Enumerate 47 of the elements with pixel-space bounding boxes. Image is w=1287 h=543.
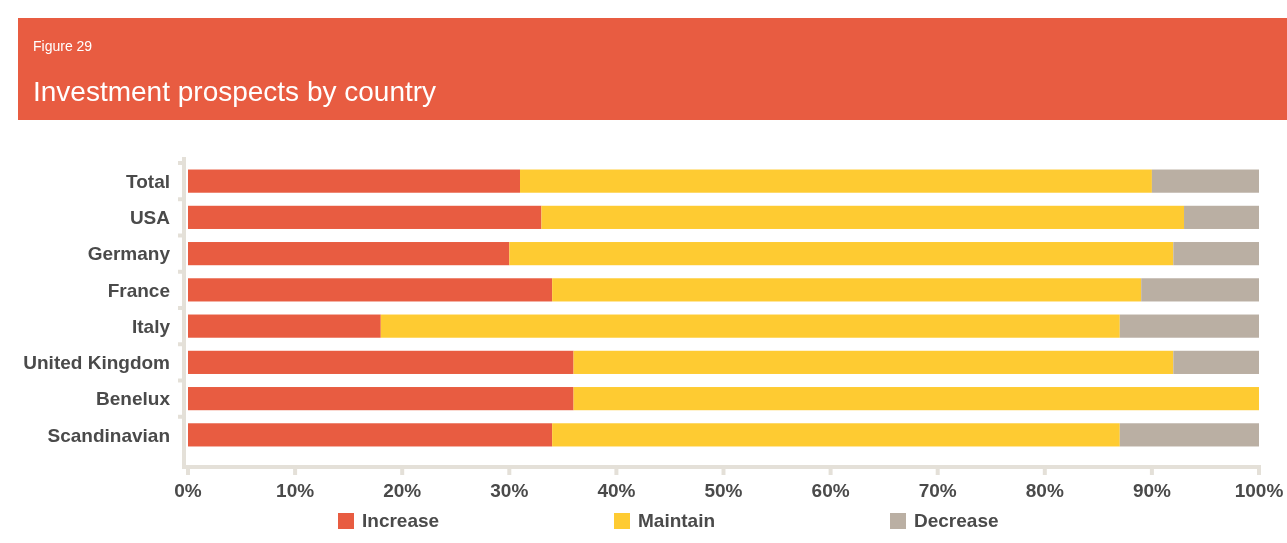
x-tick-label: 80% xyxy=(1025,480,1064,501)
x-tick-label: 50% xyxy=(704,480,743,501)
chart-title: Investment prospects by country xyxy=(33,76,437,107)
bar xyxy=(188,350,574,374)
bar xyxy=(1184,205,1259,229)
x-tick-label: 60% xyxy=(811,480,850,501)
bar xyxy=(573,350,1174,374)
bar xyxy=(188,314,381,338)
y-tick-label: USA xyxy=(129,207,171,229)
y-tick-label: Scandinavian xyxy=(47,424,170,446)
legend-label: Decrease xyxy=(914,510,999,531)
bar xyxy=(520,169,1152,193)
x-tick-label: 100% xyxy=(1234,480,1284,501)
y-tick-label: Germany xyxy=(87,243,171,265)
x-tick-label: 20% xyxy=(383,480,422,501)
bar xyxy=(552,423,1120,447)
bar xyxy=(1173,242,1259,266)
bar xyxy=(573,387,1259,411)
bar xyxy=(188,242,510,266)
x-tick-label: 30% xyxy=(490,480,529,501)
y-tick-label: Total xyxy=(126,170,170,192)
bar xyxy=(380,314,1120,338)
x-tick-label: 70% xyxy=(918,480,957,501)
bar xyxy=(188,278,553,302)
bar xyxy=(509,242,1174,266)
bar xyxy=(552,278,1142,302)
text: Figure 29 xyxy=(33,38,93,54)
legend-label: Increase xyxy=(362,510,440,531)
y-tick-label: Benelux xyxy=(96,388,171,410)
bar xyxy=(188,205,542,229)
bar xyxy=(188,169,521,193)
x-tick-label: 10% xyxy=(276,480,315,501)
y-tick-label: France xyxy=(107,279,170,301)
bar xyxy=(1173,350,1259,374)
y-tick-label: United Kingdom xyxy=(23,352,170,374)
x-tick-label: 90% xyxy=(1132,480,1172,501)
y-tick-label: Italy xyxy=(131,315,171,337)
bar xyxy=(188,423,553,447)
x-tick-label: 0% xyxy=(174,480,202,501)
x-tick-label: 40% xyxy=(597,480,636,501)
bar xyxy=(1119,423,1259,447)
bar xyxy=(1141,278,1259,302)
bar xyxy=(188,387,574,411)
bar xyxy=(1119,314,1259,338)
bar xyxy=(1151,169,1259,193)
bar xyxy=(541,205,1185,229)
legend-label: Maintain xyxy=(638,510,716,531)
